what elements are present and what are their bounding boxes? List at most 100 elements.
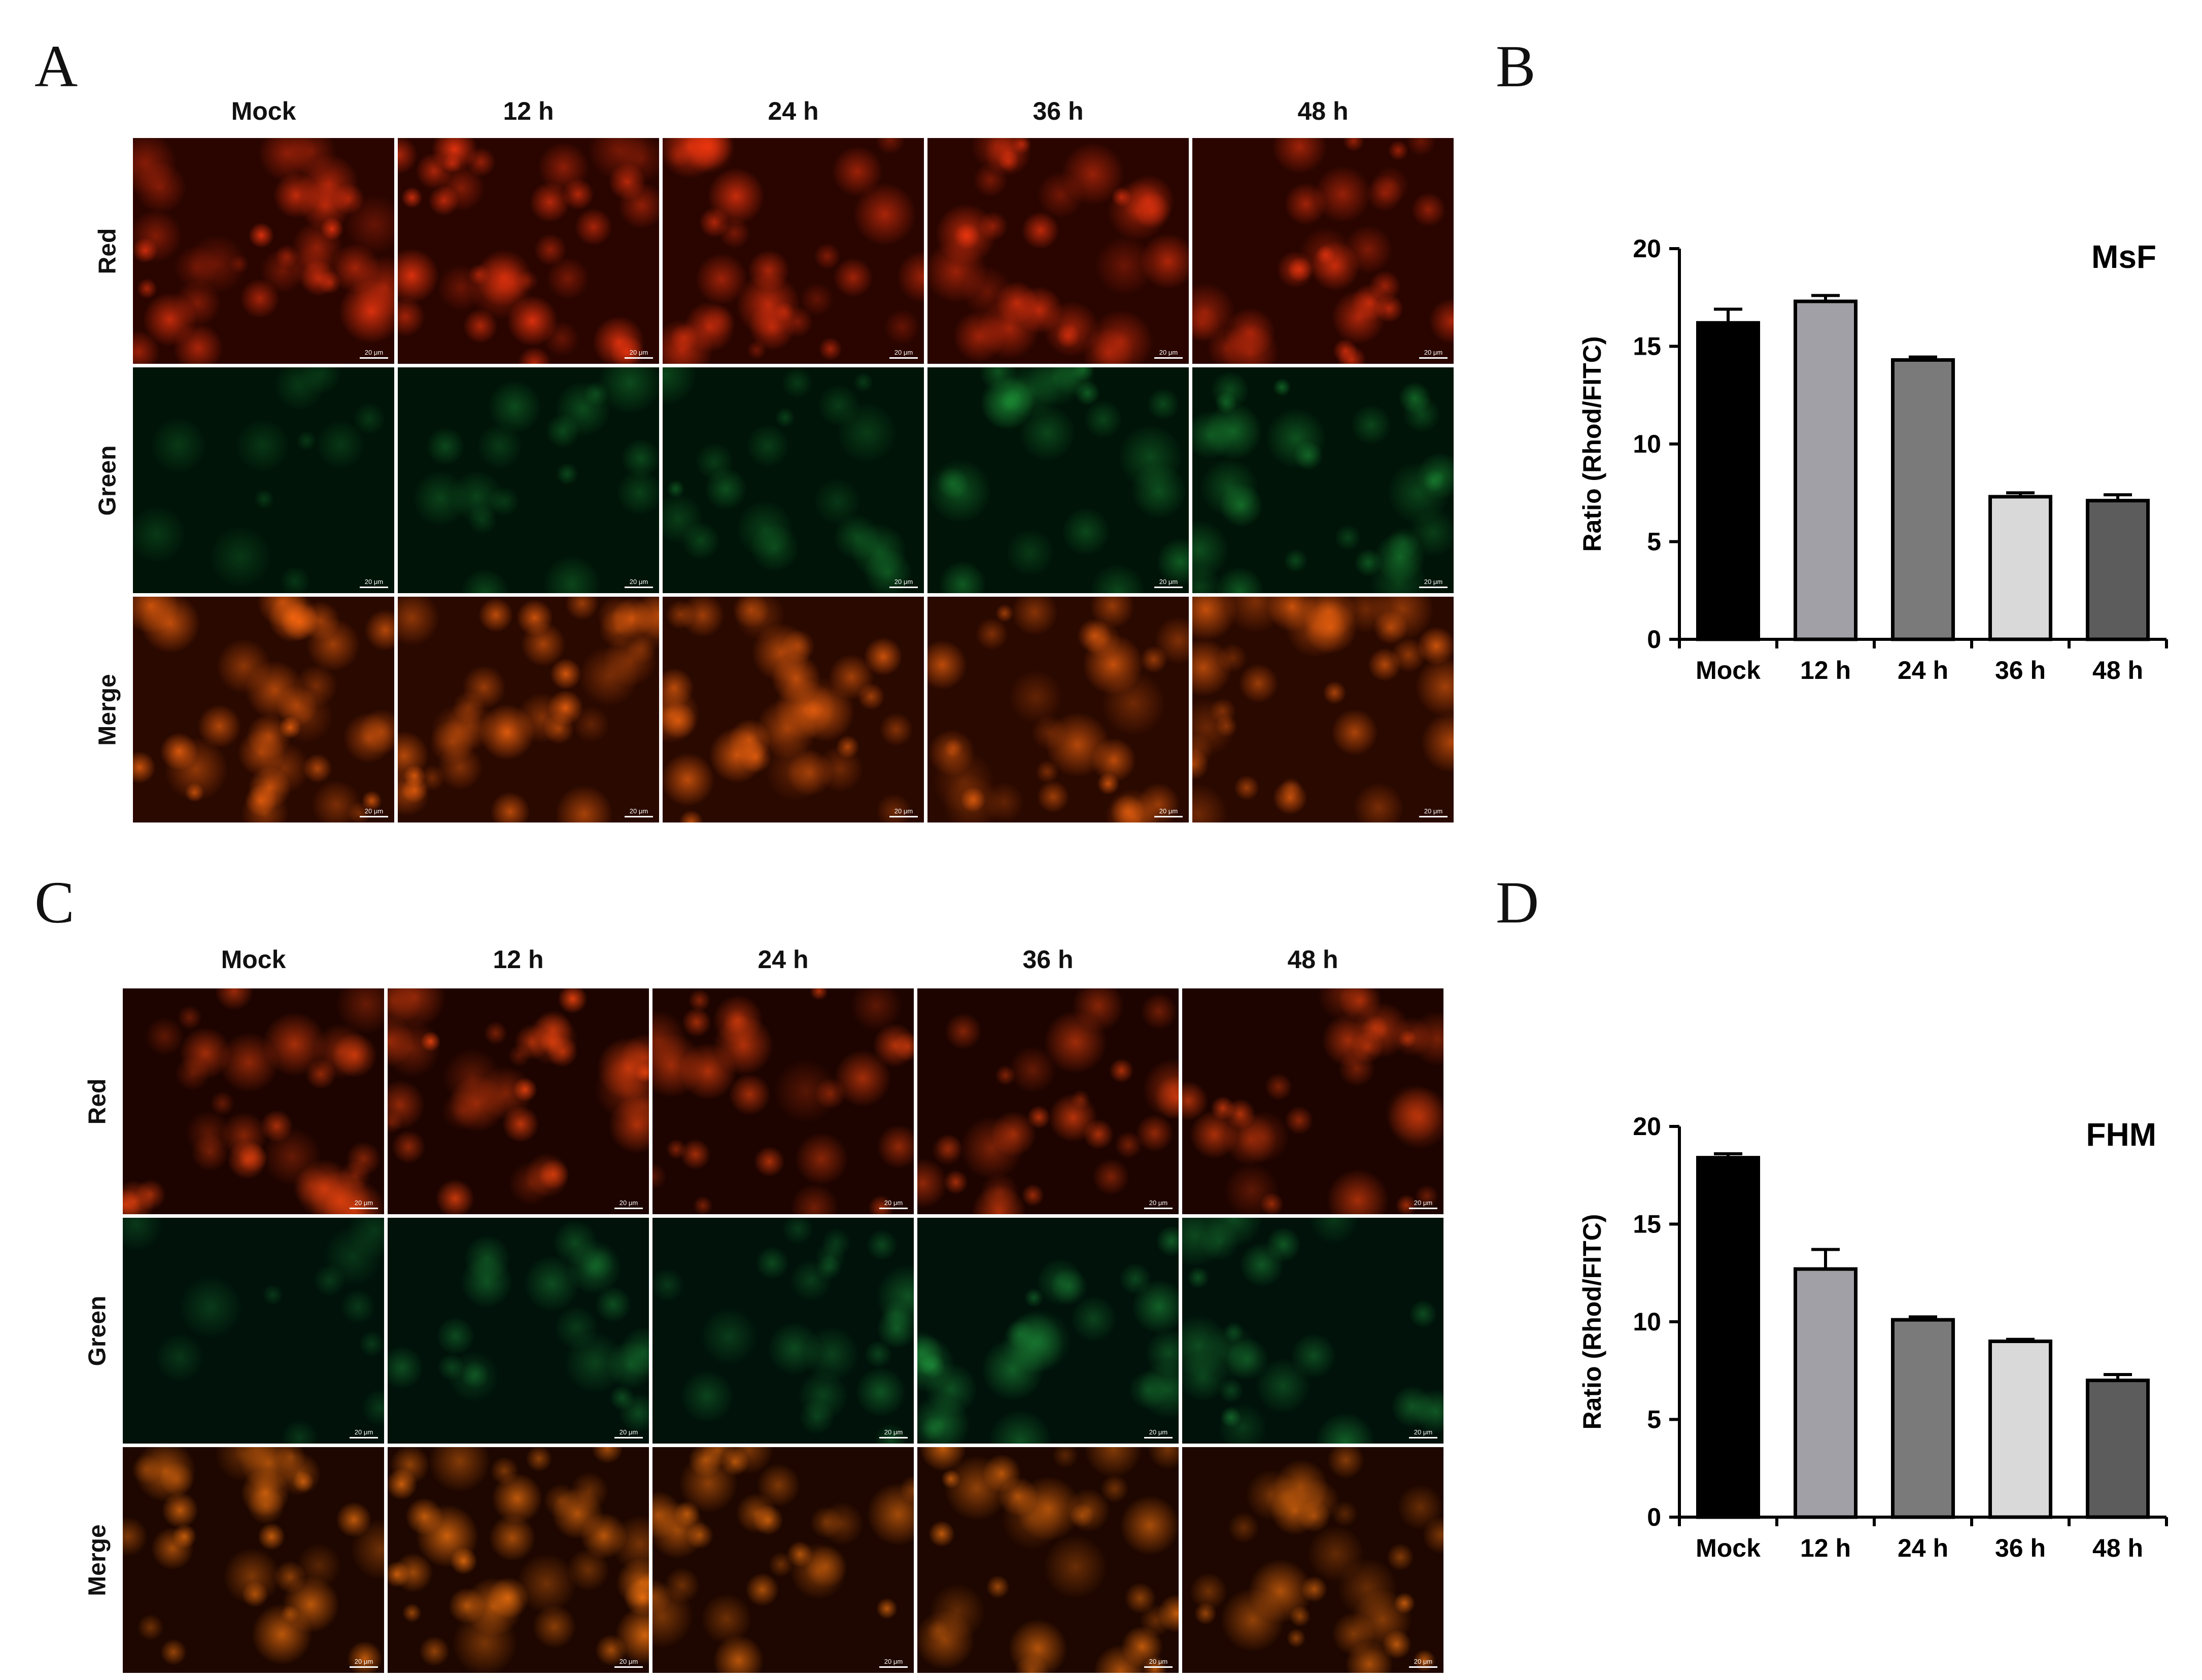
micrograph-tile: 20 μm: [398, 138, 659, 364]
scale-bar: 20 μm: [1144, 1658, 1173, 1668]
scale-bar-line: [889, 587, 918, 588]
micrograph-tile: 20 μm: [917, 1218, 1179, 1444]
scale-bar-label: 20 μm: [884, 1199, 903, 1207]
bar: [1988, 1340, 2053, 1519]
micrograph-tile: 20 μm: [388, 1218, 649, 1444]
scale-bar-line: [1154, 357, 1183, 359]
micrograph-tile: 20 μm: [388, 988, 649, 1214]
scale-bar: 20 μm: [1409, 1658, 1437, 1668]
bar: [1793, 1267, 1858, 1519]
scale-bar-line: [889, 816, 918, 817]
bar: [1793, 299, 1858, 641]
scale-bar-line: [625, 357, 653, 359]
micrograph-tile: 20 μm: [123, 988, 384, 1214]
scale-bar-label: 20 μm: [1414, 1658, 1433, 1665]
micrograph-tile: 20 μm: [917, 988, 1179, 1214]
x-tick-label: Mock: [1696, 1534, 1761, 1562]
x-tick-label: 24 h: [1898, 656, 1948, 684]
scale-bar: 20 μm: [1409, 1428, 1437, 1438]
scale-bar-label: 20 μm: [629, 578, 648, 586]
micrograph-tile: 20 μm: [398, 597, 659, 822]
bar: [1988, 495, 2053, 641]
scale-bar-label: 20 μm: [1159, 349, 1178, 356]
scale-bar: 20 μm: [350, 1658, 378, 1668]
scale-bar-label: 20 μm: [1159, 807, 1178, 815]
scale-bar-label: 20 μm: [619, 1658, 638, 1665]
row-label: Merge: [94, 673, 121, 746]
panel-c-micrograph-grid: 20 μm 20 μm 20 μm 20 μm 20 μm 20 μm 20 μm 20 μm…: [123, 988, 1444, 1676]
scale-bar-label: 20 μm: [1424, 807, 1443, 815]
scale-bar-line: [1144, 1437, 1173, 1438]
panel-letter-a: A: [35, 33, 78, 99]
bar: [1890, 1318, 1955, 1519]
scale-bar-line: [614, 1666, 643, 1668]
scale-bar-line: [1419, 816, 1448, 817]
scale-bar: 20 μm: [879, 1199, 908, 1209]
scale-bar: 20 μm: [614, 1658, 643, 1668]
scale-bar-label: 20 μm: [1149, 1428, 1168, 1436]
micrograph-tile: 20 μm: [927, 367, 1189, 593]
scale-bar-label: 20 μm: [884, 1658, 903, 1665]
scale-bar: 20 μm: [1144, 1199, 1173, 1209]
x-tick-label: 36 h: [1995, 656, 2046, 684]
scale-bar: 20 μm: [1419, 349, 1448, 359]
micrograph-tile: 20 μm: [1192, 367, 1454, 593]
scale-bar: 20 μm: [879, 1658, 908, 1668]
scale-bar-label: 20 μm: [1149, 1658, 1168, 1665]
row-label: Green: [94, 445, 121, 516]
micrograph-tile: 20 μm: [123, 1218, 384, 1444]
micrograph-tile: 20 μm: [917, 1447, 1179, 1673]
scale-bar: 20 μm: [360, 349, 388, 359]
micrograph-tile: 20 μm: [663, 597, 924, 822]
scale-bar-line: [614, 1208, 643, 1209]
y-axis-label: Ratio (Rhod/FITC): [1578, 1214, 1606, 1430]
scale-bar: 20 μm: [889, 807, 918, 817]
scale-bar-label: 20 μm: [1414, 1428, 1433, 1436]
scale-bar-label: 20 μm: [1414, 1199, 1433, 1207]
scale-bar-label: 20 μm: [364, 578, 384, 586]
y-tick-label: 20: [1633, 1112, 1661, 1141]
x-tick-label: 12 h: [1800, 656, 1851, 684]
column-header: Mock: [231, 97, 296, 125]
scale-bar-line: [879, 1208, 908, 1209]
scale-bar: 20 μm: [1409, 1199, 1437, 1209]
scale-bar-line: [1419, 357, 1448, 359]
x-tick-label: 48 h: [2092, 1534, 2143, 1562]
micrograph-tile: 20 μm: [927, 597, 1189, 822]
column-header: 36 h: [1033, 97, 1084, 125]
scale-bar: 20 μm: [1144, 1428, 1173, 1438]
scale-bar: 20 μm: [1419, 578, 1448, 588]
x-tick-label: 12 h: [1800, 1534, 1851, 1562]
y-tick-label: 10: [1633, 430, 1661, 458]
panel-d-bar-chart: 0 5 10 15 20 Mock 12 h 24 h 36 h 48 h Ratio (Rhod/…: [1578, 1112, 2168, 1562]
scale-bar-line: [879, 1666, 908, 1668]
scale-bar-line: [1409, 1666, 1437, 1668]
scale-bar-line: [1419, 587, 1448, 588]
scale-bar-label: 20 μm: [894, 807, 913, 815]
scale-bar: 20 μm: [1154, 349, 1183, 359]
row-label: Red: [84, 1078, 111, 1124]
micrograph-tile: 20 μm: [398, 367, 659, 593]
scale-bar-label: 20 μm: [354, 1199, 373, 1207]
bar: [2085, 499, 2150, 641]
scale-bar-line: [1154, 587, 1183, 588]
micrograph-tile: 20 μm: [1192, 597, 1454, 822]
scale-bar-label: 20 μm: [1149, 1199, 1168, 1207]
scale-bar-label: 20 μm: [354, 1658, 373, 1665]
scale-bar: 20 μm: [625, 578, 653, 588]
column-header: 36 h: [1022, 945, 1074, 974]
x-tick-label: Mock: [1696, 656, 1761, 684]
y-tick-label: 10: [1633, 1308, 1661, 1336]
micrograph-tile: 20 μm: [123, 1447, 384, 1673]
scale-bar-line: [625, 587, 653, 588]
scale-bar-line: [360, 816, 388, 817]
chart-title: MsF: [2091, 238, 2156, 275]
scale-bar-line: [614, 1437, 643, 1438]
scale-bar-line: [1409, 1208, 1437, 1209]
scale-bar-label: 20 μm: [894, 349, 913, 356]
y-tick-label: 0: [1647, 625, 1661, 654]
scale-bar-label: 20 μm: [629, 807, 648, 815]
column-header: 12 h: [503, 97, 554, 125]
scale-bar: 20 μm: [625, 807, 653, 817]
micrograph-tile: 20 μm: [1182, 988, 1443, 1214]
